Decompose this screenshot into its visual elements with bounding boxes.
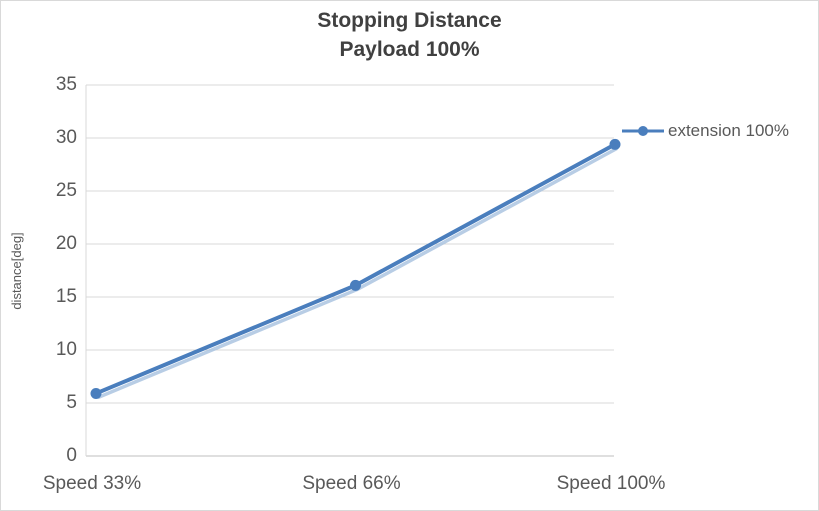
chart-title-line1: Stopping Distance [317,9,502,32]
series-line [95,142,616,396]
y-tick-label: 20 [55,233,77,254]
legend-marker-icon [622,126,664,136]
data-point-marker [90,387,102,399]
x-tick-label: Speed 100% [556,473,666,494]
x-tick-label: Speed 66% [302,473,401,494]
data-point-marker [350,279,361,291]
y-tick-label: 25 [55,180,77,201]
legend: extension 100% [621,121,789,141]
y-tick-label: 5 [66,392,77,413]
y-tick-label: 10 [55,339,77,360]
y-tick-label: 15 [55,286,77,307]
y-tick-label: 35 [55,74,77,95]
chart-title-line2: Payload 100% [339,38,480,61]
y-tick-label: 30 [55,127,77,148]
legend-label: extension 100% [668,121,789,140]
data-point-marker [609,138,621,150]
y-tick-label: 0 [66,445,77,466]
x-tick-label: Speed 33% [42,473,142,494]
